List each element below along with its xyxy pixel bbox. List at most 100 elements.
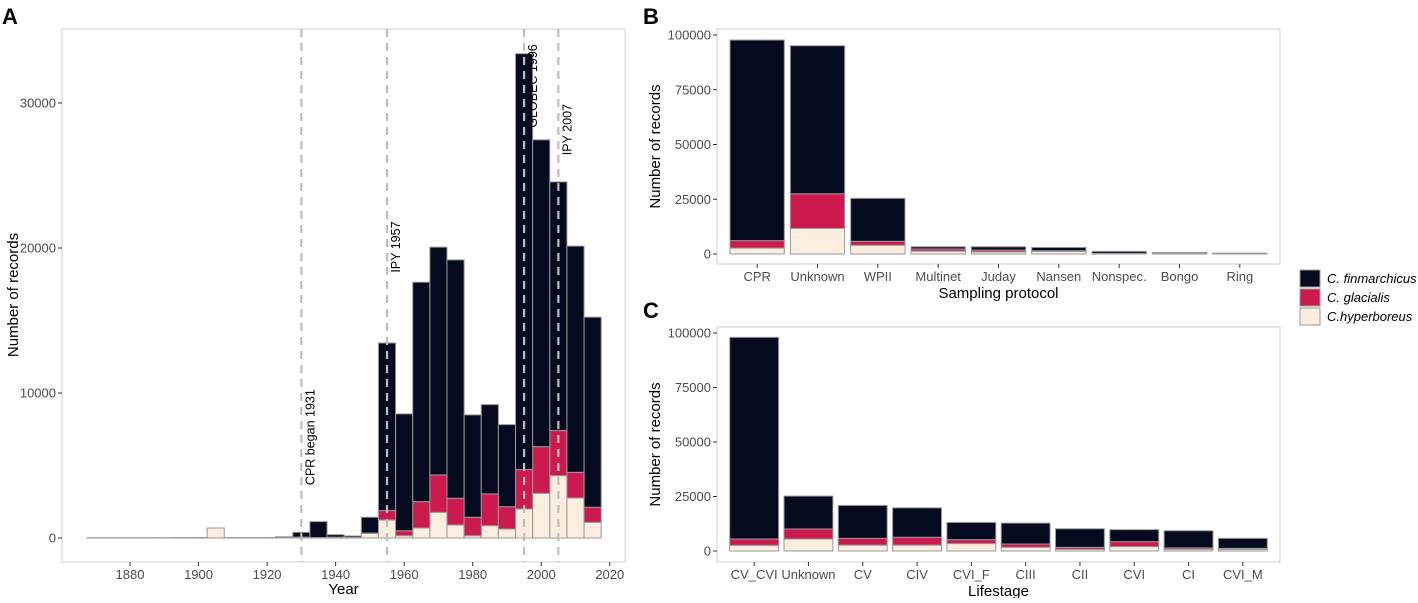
bar-segment-c-glacialis <box>838 538 887 545</box>
x-tick-label: CVI_F <box>953 567 990 582</box>
bar-segment-c-glacialis <box>947 540 996 544</box>
bar-segment-c-glacialis <box>447 498 464 525</box>
bar-segment-c-finmarchicus <box>730 40 784 241</box>
y-tick-label: 100000 <box>668 28 711 43</box>
x-tick-label: CII <box>1072 567 1089 582</box>
bar-segment-c-glacialis <box>413 502 430 528</box>
panel-label-c: C <box>643 298 659 323</box>
bar-segment-c-finmarchicus <box>838 505 887 538</box>
y-tick-label: 50000 <box>675 435 711 450</box>
y-axis-title: Number of records <box>647 84 664 208</box>
y-tick-label: 100000 <box>668 326 711 341</box>
bar-segment-c-finmarchicus <box>1092 251 1146 253</box>
x-tick-label: 1880 <box>116 567 145 582</box>
bar-segment-c-hyperboreus <box>790 228 844 254</box>
bar-segment-c-glacialis <box>464 517 481 535</box>
bar-segment-c-finmarchicus <box>1001 523 1050 544</box>
bar-segment-c-hyperboreus <box>730 545 779 551</box>
y-tick-label: 30000 <box>20 96 56 111</box>
legend-swatch-finmarchicus <box>1300 270 1320 287</box>
annotation-label: IPY 2007 <box>560 104 574 155</box>
bar-segment-c-finmarchicus <box>498 425 515 507</box>
bar-segment-c-finmarchicus <box>1056 529 1105 548</box>
annotation-label: IPY 1957 <box>389 221 403 272</box>
x-axis-title: Year <box>328 581 358 598</box>
x-tick-label: 1960 <box>390 567 419 582</box>
legend: C. finmarchicus C. glacialis C.hyperbore… <box>1300 270 1417 325</box>
bar-segment-c-finmarchicus <box>893 508 942 537</box>
bar-segment-c-glacialis <box>784 529 833 539</box>
y-tick-label: 25000 <box>675 192 711 207</box>
bar-segment-c-finmarchicus <box>947 522 996 539</box>
legend-label-finmarchicus: C. finmarchicus <box>1327 271 1417 286</box>
x-tick-label: 1920 <box>253 567 282 582</box>
bar-segment-c-glacialis <box>533 447 550 494</box>
x-tick-label: CPR <box>743 269 770 284</box>
legend-swatch-hyperboreus <box>1300 308 1320 325</box>
y-tick-label: 50000 <box>675 137 711 152</box>
x-tick-label: CV_CVI <box>731 567 778 582</box>
x-tick-label: Juday <box>981 269 1016 284</box>
bar-segment-c-hyperboreus <box>481 526 498 538</box>
bar-segment-c-glacialis <box>567 472 584 498</box>
bar-segment-c-finmarchicus <box>327 535 344 537</box>
bar-segment-c-glacialis <box>730 539 779 545</box>
bar-segment-c-hyperboreus <box>947 544 996 551</box>
bar-segment-c-finmarchicus <box>730 337 779 539</box>
bar-segment-c-hyperboreus <box>498 529 515 538</box>
bar-segment-c-finmarchicus <box>1032 247 1086 250</box>
bar-segment-c-hyperboreus <box>784 539 833 551</box>
bar-segment-c-glacialis <box>430 475 447 512</box>
bar-segment-c-finmarchicus <box>1218 538 1267 548</box>
bar-segment-c-finmarchicus <box>1152 252 1206 253</box>
bar-segment-c-hyperboreus <box>1110 547 1159 551</box>
bar-segment-c-finmarchicus <box>413 282 430 501</box>
x-tick-label: Multinet <box>915 269 961 284</box>
bar-segment-c-hyperboreus <box>893 545 942 551</box>
x-tick-label: WPII <box>864 269 892 284</box>
bar-segment-c-hyperboreus <box>413 528 430 538</box>
bar-segment-c-hyperboreus <box>584 522 601 538</box>
bar-segment-c-finmarchicus <box>310 522 327 538</box>
bar-segment-c-hyperboreus <box>851 245 905 254</box>
x-tick-label: 1940 <box>321 567 350 582</box>
bar-segment-c-hyperboreus <box>730 248 784 254</box>
y-tick-label: 20000 <box>20 241 56 256</box>
bar-segment-c-hyperboreus <box>533 493 550 538</box>
bar-segment-c-finmarchicus <box>584 317 601 507</box>
bar-segment-c-finmarchicus <box>851 198 905 241</box>
panel-label-b: B <box>643 4 659 29</box>
x-tick-label: Unknown <box>781 567 835 582</box>
panel-a: CPR began 1931 IPY 1957 GLOBEC 1996 IPY 200… <box>5 29 625 598</box>
y-axis-title: Number of records <box>5 233 22 357</box>
bar-segment-c-finmarchicus <box>1213 253 1267 254</box>
panel-label-a: A <box>2 4 18 29</box>
bar-segment-c-finmarchicus <box>1164 531 1213 548</box>
x-tick-label: 1900 <box>184 567 213 582</box>
x-tick-label: CVI_M <box>1223 567 1263 582</box>
annotation-label: CPR began 1931 <box>303 389 317 485</box>
x-tick-label: 2000 <box>527 567 556 582</box>
x-tick-label: Nonspec. <box>1092 269 1147 284</box>
x-tick-label: CV <box>854 567 872 582</box>
bar-segment-c-finmarchicus <box>481 405 498 494</box>
x-tick-label: CIII <box>1016 567 1036 582</box>
bar-segment-c-glacialis <box>730 241 784 248</box>
bar-segment-c-glacialis <box>893 537 942 545</box>
y-tick-label: 0 <box>704 247 711 262</box>
x-tick-label: CI <box>1182 567 1195 582</box>
bar-segment-c-finmarchicus <box>533 140 550 447</box>
bar-segment-c-finmarchicus <box>430 247 447 475</box>
x-tick-label: CVI <box>1123 567 1145 582</box>
y-axis-title: Number of records <box>647 382 664 506</box>
bar-segment-c-hyperboreus <box>207 528 224 538</box>
bar-segment-c-finmarchicus <box>790 46 844 194</box>
bar-segment-c-glacialis <box>1110 542 1159 547</box>
x-tick-label: Nansen <box>1036 269 1081 284</box>
x-tick-label: Ring <box>1226 269 1253 284</box>
annotation-label: GLOBEC 1996 <box>526 44 540 127</box>
y-tick-label: 0 <box>704 544 711 559</box>
